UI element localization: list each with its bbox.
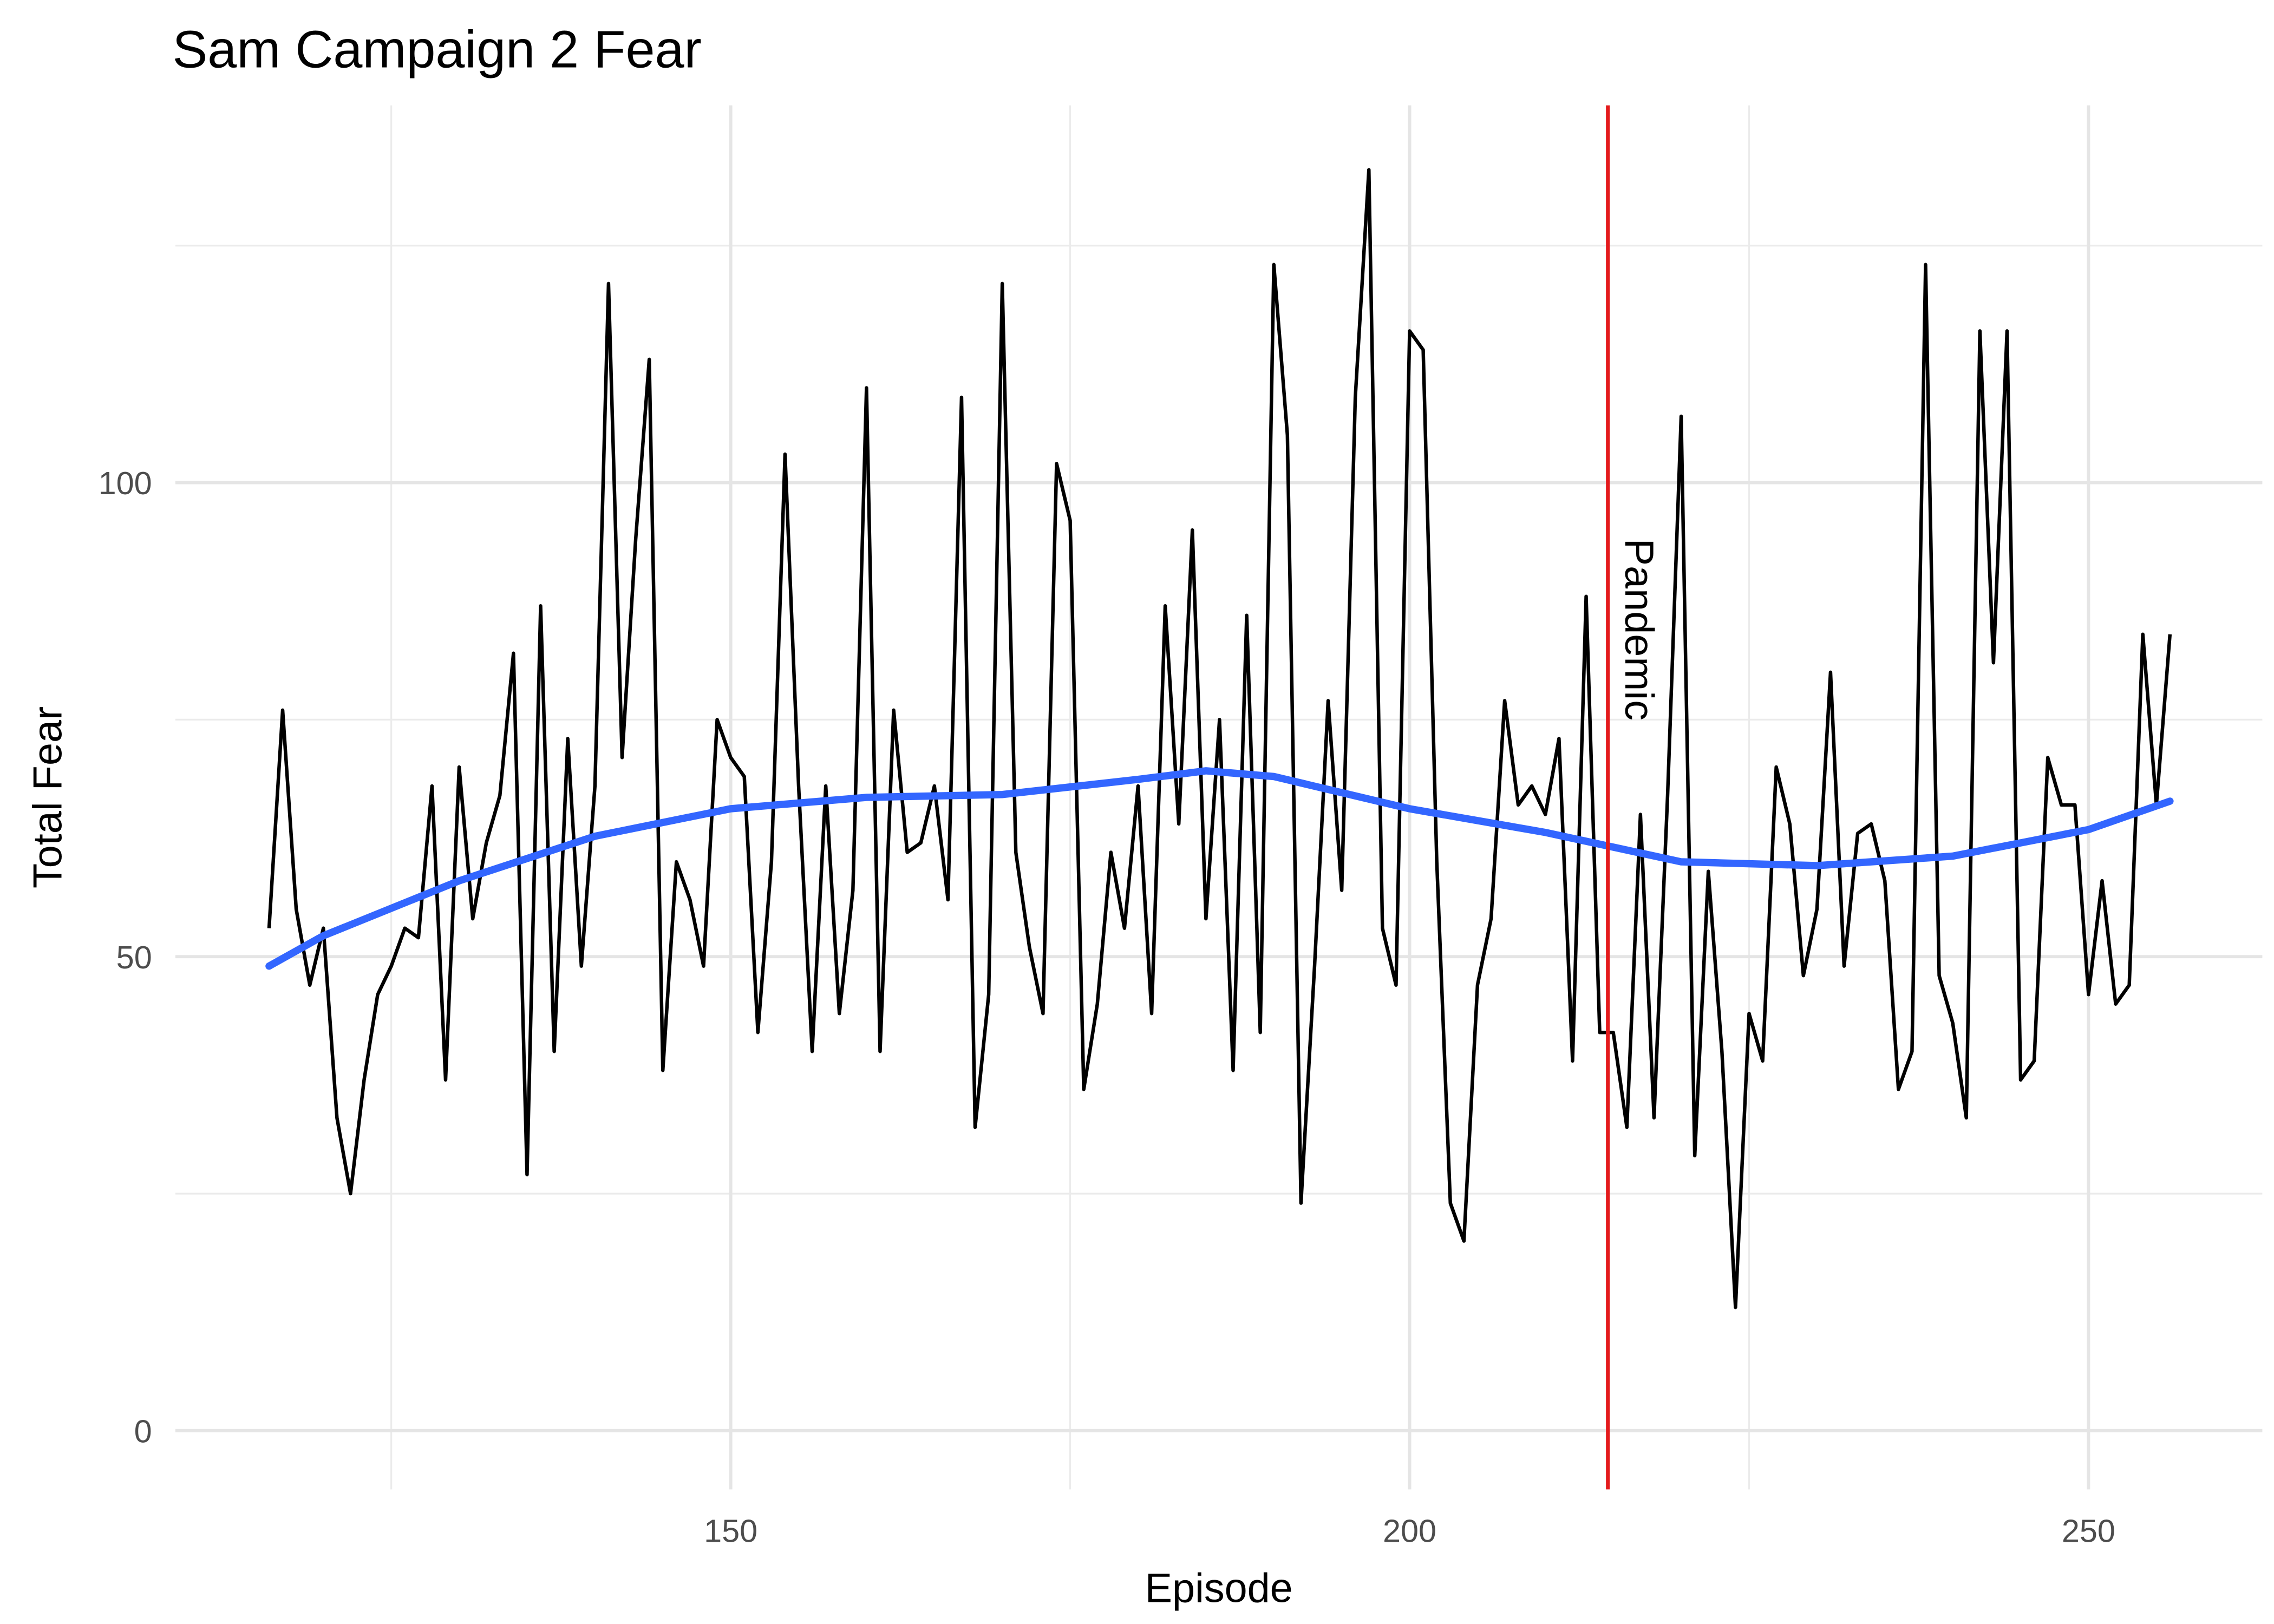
chart-title: Sam Campaign 2 Fear xyxy=(173,19,702,78)
y-axis-title: Total Fear xyxy=(25,706,70,888)
x-tick-label: 150 xyxy=(704,1513,757,1549)
trend-line xyxy=(265,767,2174,970)
x-axis-title: Episode xyxy=(1145,1566,1293,1611)
annotation: Pandemic xyxy=(1616,539,1662,721)
y-tick-label: 0 xyxy=(134,1413,152,1449)
x-tick-label: 200 xyxy=(1383,1513,1436,1549)
y-tick-label: 100 xyxy=(99,465,152,501)
y-tick-label: 50 xyxy=(116,939,152,975)
x-tick-label: 250 xyxy=(2062,1513,2115,1549)
data-line xyxy=(267,168,2172,1309)
